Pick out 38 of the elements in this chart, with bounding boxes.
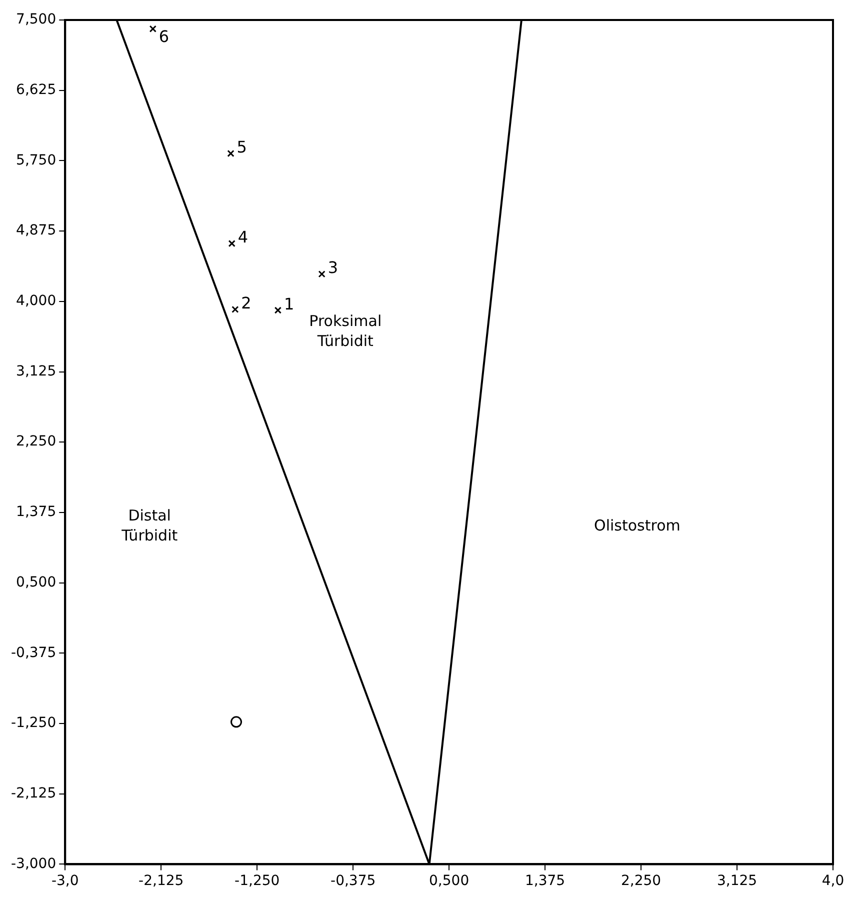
x-tick-label: -1,250 <box>234 873 280 890</box>
x-tick-label: 4,0 <box>822 873 844 890</box>
point <box>149 25 156 32</box>
point <box>228 240 236 248</box>
annotation: 6 <box>158 27 170 46</box>
point <box>227 150 234 158</box>
y-tick-label: 4,875 <box>16 222 56 239</box>
annotation: 4 <box>238 228 248 247</box>
point <box>230 716 242 728</box>
x-tick-label: 2,250 <box>620 873 662 890</box>
point <box>318 270 326 278</box>
x-tick-label: 1,375 <box>525 873 566 890</box>
y-tick-label: -2,125 <box>10 785 56 802</box>
y-tick-label: -0,375 <box>10 644 56 661</box>
annotation: Olistostrom <box>594 516 680 534</box>
x-tick-label: -2,125 <box>138 873 184 890</box>
annotation: Distal Türbidit <box>120 506 178 544</box>
y-tick-label: 6,625 <box>16 82 56 98</box>
point <box>274 306 282 314</box>
y-tick-label: 4,000 <box>16 293 56 310</box>
y-tick-label: 3,125 <box>16 363 56 380</box>
annotation: 3 <box>328 258 338 278</box>
point <box>232 306 239 314</box>
annotation: 5 <box>236 138 247 157</box>
annotation: 2 <box>241 294 252 313</box>
y-tick-label: -3,000 <box>10 856 56 872</box>
x-tick-label: -3,0 <box>51 873 79 890</box>
y-tick-label: 5,750 <box>16 152 56 168</box>
y-tick-label: 1,375 <box>16 504 56 520</box>
annotation: 1 <box>284 294 294 314</box>
y-tick-label: 0,500 <box>16 574 56 590</box>
y-tick-label: 2,250 <box>16 434 56 450</box>
x-tick-label: 0,500 <box>429 873 470 890</box>
x-tick-label: -0,375 <box>330 873 376 890</box>
annotation: Proksimal Türbidit <box>309 312 382 350</box>
y-tick-label: -1,250 <box>10 715 56 732</box>
y-tick-label: 7,500 <box>16 12 56 28</box>
x-tick-label: 3,125 <box>716 873 758 890</box>
